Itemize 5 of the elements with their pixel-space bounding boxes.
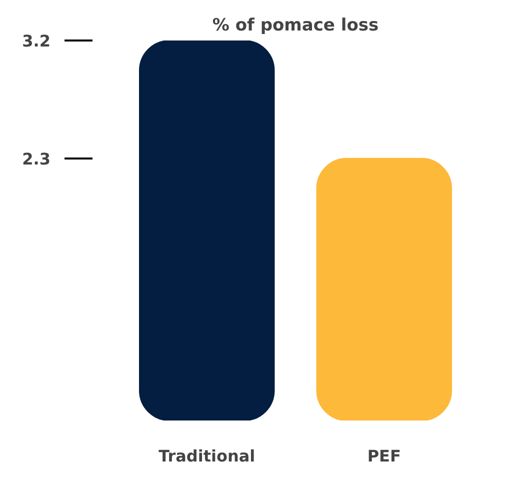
y-tick-label: 2.3: [22, 149, 50, 168]
y-tick-label: 3.2: [22, 32, 50, 50]
chart-title: % of pomace loss: [212, 16, 379, 36]
x-tick-label: PEF: [367, 446, 401, 466]
x-tick-label: Traditional: [158, 446, 256, 466]
